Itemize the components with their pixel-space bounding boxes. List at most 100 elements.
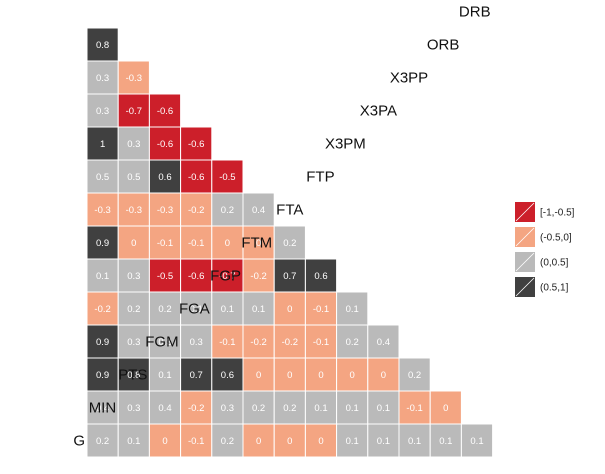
heatmap-cell (336, 291, 369, 326)
heatmap-cell (211, 357, 244, 392)
var-label-x3pp: X3PP (390, 70, 428, 87)
var-label-fta: FTA (276, 202, 303, 219)
cell-value-label: -0.2 (188, 403, 204, 414)
heatmap-cell (86, 27, 119, 62)
var-label-min: MIN (89, 400, 117, 417)
var-label-orb: ORB (427, 37, 460, 54)
cell-value-label: 0.8 (127, 370, 140, 381)
heatmap-cell (273, 390, 306, 425)
heatmap-cell (398, 390, 431, 425)
cell-value-label: 0 (318, 370, 323, 381)
cell-value-label: 0.2 (96, 436, 109, 447)
heatmap-cell (367, 324, 400, 359)
cell-value-label: -0.2 (188, 205, 204, 216)
cell-value-label: 0 (318, 436, 323, 447)
cell-value-label: 0.3 (127, 337, 140, 348)
cell-value-label: 0.9 (96, 337, 109, 348)
cell-value-label: 0 (225, 238, 230, 249)
heatmap-cells: 0.2 0.1 0 -0.1 0.2 0 0 0 0.1 0.1 0.1 0.1 0.1 0.4 0.3 0.… (86, 27, 494, 458)
legend-label: [-1,-0.5] (540, 208, 575, 219)
cell-value-label: 0.1 (158, 370, 171, 381)
cell-value-label: -0.1 (188, 436, 204, 447)
cell-value-label: 0.1 (346, 304, 359, 315)
heatmap-cell (86, 126, 119, 161)
cell-value-label: -0.2 (282, 337, 298, 348)
cell-value-label: 0.1 (346, 436, 359, 447)
cell-value-label: 0.3 (96, 73, 109, 84)
heatmap-cell (86, 258, 119, 293)
heatmap-cell (429, 423, 462, 458)
cell-value-label: 0.2 (283, 238, 296, 249)
heatmap-cell (211, 192, 244, 227)
cell-value-label: 0 (443, 403, 448, 414)
cell-value-label: 0.6 (158, 172, 171, 183)
cell-value-label: 0.2 (221, 205, 234, 216)
heatmap-cell (117, 291, 150, 326)
heatmap-cell (273, 423, 306, 458)
cell-value-label: -0.1 (406, 403, 422, 414)
heatmap-cell (242, 357, 275, 392)
cell-value-label: -0.6 (188, 172, 204, 183)
heatmap-cell (211, 159, 244, 194)
heatmap-cell (86, 93, 119, 128)
cell-value-label: -0.3 (126, 205, 142, 216)
var-label-pts: PTS (118, 367, 147, 384)
heatmap-cell (86, 324, 119, 359)
heatmap-cell (180, 324, 213, 359)
heatmap-cell (117, 159, 150, 194)
cell-value-label: -0.6 (188, 139, 204, 150)
heatmap-cell (86, 423, 119, 458)
heatmap-cell (460, 423, 494, 458)
cell-value-label: 0.7 (283, 271, 296, 282)
cell-value-label: 0.3 (221, 403, 234, 414)
cell-value-label: 0.2 (221, 436, 234, 447)
cell-value-label: 0.1 (127, 436, 140, 447)
cell-value-label: 0.1 (377, 436, 390, 447)
cell-value-label: 0 (287, 370, 292, 381)
cell-value-label: -0.6 (157, 139, 173, 150)
cell-value-label: 0.6 (314, 271, 327, 282)
cell-value-label: 0.1 (221, 304, 234, 315)
cell-value-label: -0.1 (188, 238, 204, 249)
cell-value-label: 0.4 (158, 403, 171, 414)
cell-value-label: -0.1 (313, 337, 329, 348)
cell-value-label: 0 (350, 370, 355, 381)
heatmap-cell (148, 225, 182, 260)
heatmap-cell (273, 291, 306, 326)
legend-label: (0.5,1] (540, 283, 569, 294)
heatmap-cell (367, 390, 400, 425)
legend-swatch-stroke (515, 202, 535, 222)
cell-value-label: 0.1 (408, 436, 421, 447)
heatmap-cell (304, 291, 338, 326)
heatmap-cell (180, 225, 213, 260)
var-label-g: G (73, 433, 85, 450)
cell-value-label: -0.2 (250, 337, 266, 348)
heatmap-cell (86, 225, 119, 260)
cell-value-label: 0.1 (96, 271, 109, 282)
cell-value-label: 0.5 (127, 172, 140, 183)
cell-value-label: 0.1 (377, 403, 390, 414)
cell-value-label: 0 (131, 238, 136, 249)
cell-value-label: 0.3 (127, 403, 140, 414)
legend: [-1,-0.5] (-0.5,0] (0,0.5] (0.5,1] (515, 202, 575, 297)
heatmap-cell (211, 225, 244, 260)
heatmap-cell (304, 357, 338, 392)
cell-value-label: 0.2 (346, 337, 359, 348)
cell-value-label: 0 (162, 436, 167, 447)
cell-value-label: -0.1 (219, 337, 235, 348)
heatmap-cell (304, 423, 338, 458)
heatmap-cell (211, 423, 244, 458)
cell-value-label: 0.9 (96, 238, 109, 249)
cell-value-label: 0.1 (252, 304, 265, 315)
legend-swatch-stroke (515, 252, 535, 272)
heatmap-cell (367, 357, 400, 392)
cell-value-label: 0.4 (377, 337, 390, 348)
cell-value-label: 0 (381, 370, 386, 381)
cell-value-label: -0.3 (94, 205, 110, 216)
heatmap-cell (86, 159, 119, 194)
heatmap-cell (117, 60, 150, 95)
heatmap-cell (398, 357, 431, 392)
cell-value-label: 0.1 (190, 304, 203, 315)
heatmap-cell (273, 225, 306, 260)
